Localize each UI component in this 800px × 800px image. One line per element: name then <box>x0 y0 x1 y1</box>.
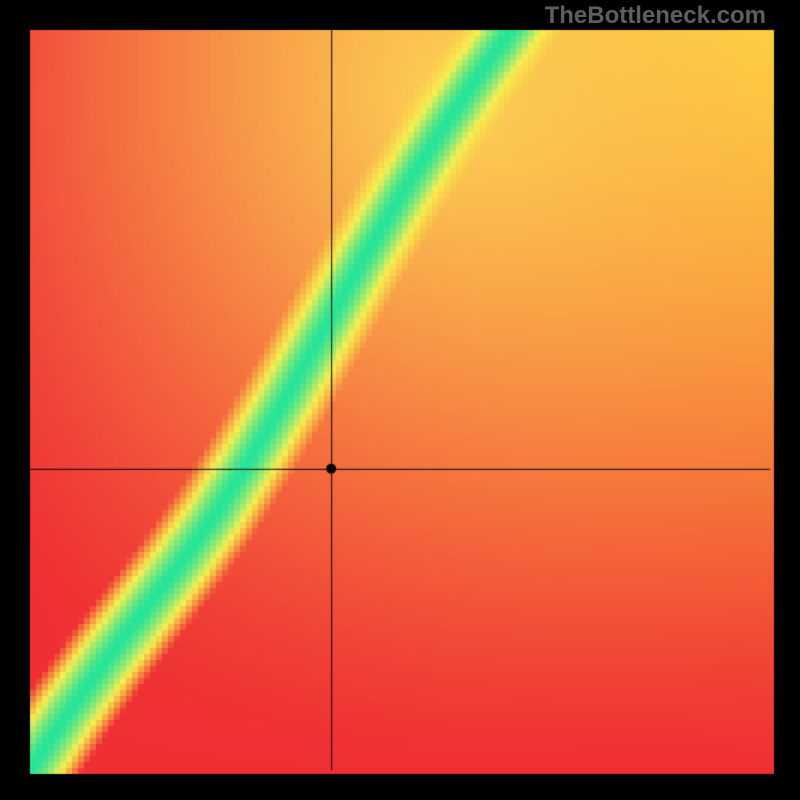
chart-container: TheBottleneck.com <box>0 0 800 800</box>
heatmap-canvas <box>0 0 800 800</box>
watermark-label: TheBottleneck.com <box>545 2 766 30</box>
